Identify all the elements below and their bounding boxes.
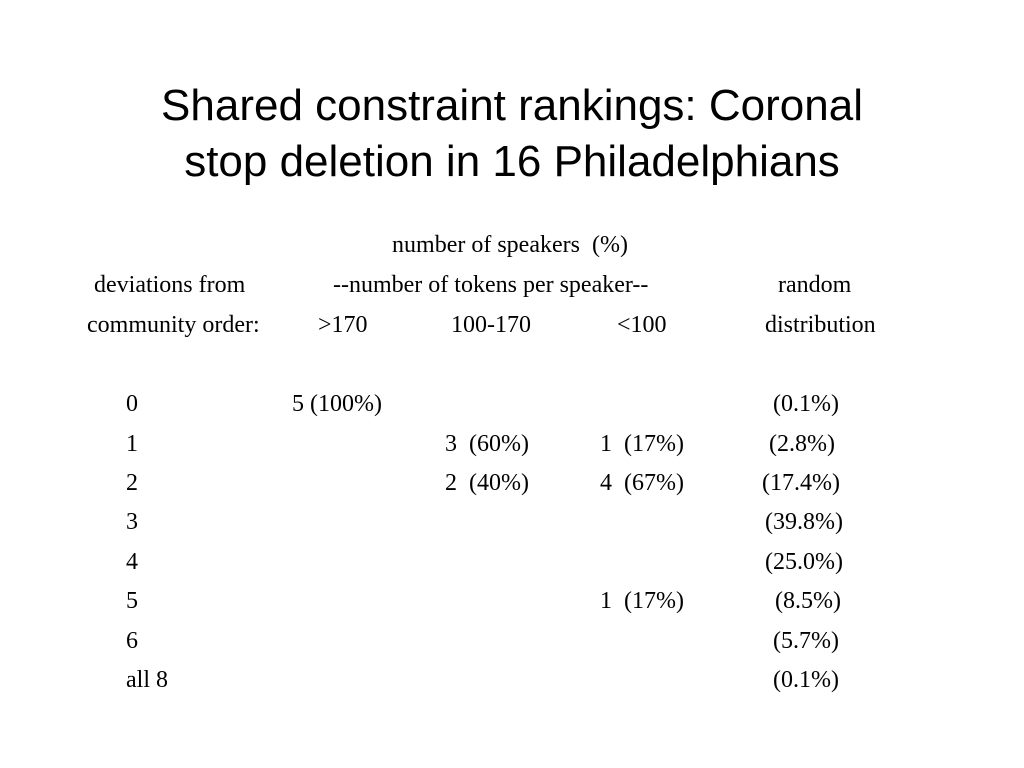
- random-cell: (5.7%): [773, 628, 839, 654]
- group-header: number of speakers (%): [392, 232, 628, 258]
- random-cell: (2.8%): [769, 431, 835, 457]
- slide-title-line-1: Shared constraint rankings: Coronal: [161, 81, 863, 130]
- distribution-header: distribution: [765, 312, 876, 338]
- column-header-gt170: >170: [318, 312, 368, 338]
- mid-cell: 3 (60%): [445, 431, 529, 457]
- deviations-cell: 2: [126, 470, 138, 496]
- lt100-cell: 4 (67%): [600, 470, 684, 496]
- deviations-cell: 0: [126, 391, 138, 417]
- deviations-cell: 3: [126, 509, 138, 535]
- deviations-header: deviations from: [94, 272, 246, 298]
- random-cell: (8.5%): [775, 588, 841, 614]
- community-order-header: community order:: [87, 312, 260, 338]
- slide-title: Shared constraint rankings: Coronal stop…: [0, 78, 1024, 190]
- random-cell: (17.4%): [762, 470, 840, 496]
- deviations-cell: all 8: [126, 667, 168, 693]
- gt170-cell: 5 (100%): [292, 391, 382, 417]
- deviations-cell: 4: [126, 549, 138, 575]
- lt100-cell: 1 (17%): [600, 588, 684, 614]
- random-cell: (0.1%): [773, 667, 839, 693]
- random-header: random: [778, 272, 852, 298]
- random-cell: (25.0%): [765, 549, 843, 575]
- column-header-100-170: 100-170: [451, 312, 531, 338]
- lt100-cell: 1 (17%): [600, 431, 684, 457]
- mid-cell: 2 (40%): [445, 470, 529, 496]
- slide-title-line-2: stop deletion in 16 Philadelphians: [184, 137, 840, 186]
- deviations-cell: 6: [126, 628, 138, 654]
- deviations-cell: 1: [126, 431, 138, 457]
- tokens-header: --number of tokens per speaker--: [333, 272, 649, 298]
- column-header-lt100: <100: [617, 312, 667, 338]
- random-cell: (39.8%): [765, 509, 843, 535]
- deviations-cell: 5: [126, 588, 138, 614]
- random-cell: (0.1%): [773, 391, 839, 417]
